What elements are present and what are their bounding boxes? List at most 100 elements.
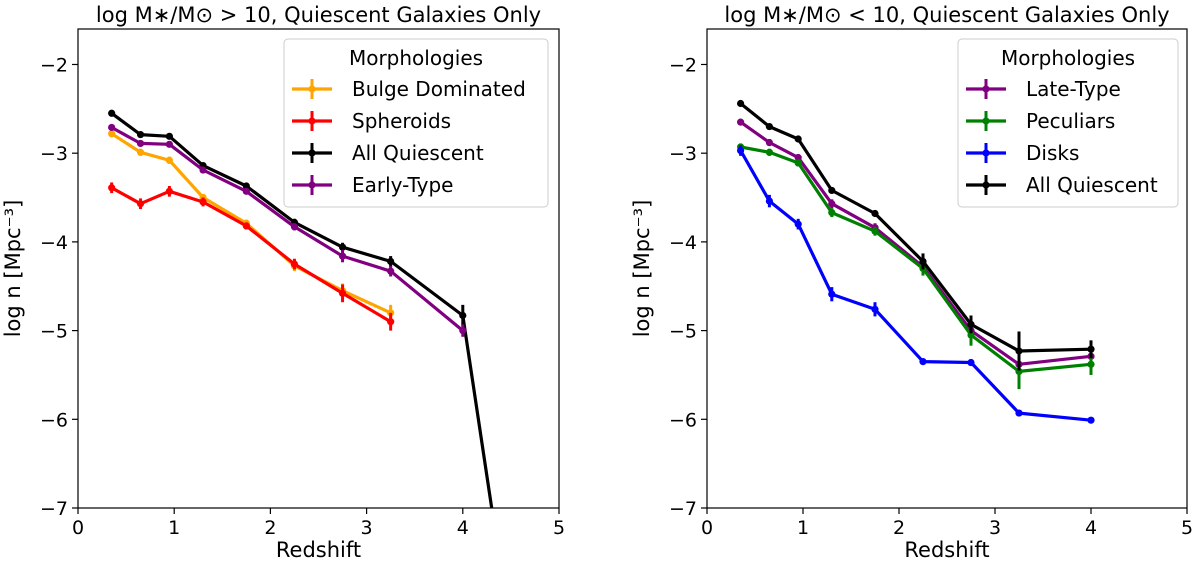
- panel-2-series-peculiars-point: [794, 159, 802, 167]
- panel-1-series-all-quiescent-point: [459, 311, 467, 320]
- panel-2-series-peculiars-point: [765, 148, 774, 156]
- panel-2-y-axis-title: log n [Mpc⁻³]: [630, 200, 654, 338]
- panel-1-x-axis-title: Redshift: [276, 538, 361, 562]
- panel-1-y-tick-label: −3: [40, 143, 68, 165]
- panel-2-series-peculiars-point: [1087, 360, 1095, 368]
- panel-1-series-early-type-point: [136, 139, 145, 148]
- panel-1-series-spheroids-point: [165, 187, 173, 195]
- panel-1-legend-item-bulge-dominated: Bulge Dominated: [292, 77, 526, 101]
- panel-2-legend-swatch-marker: [982, 149, 990, 157]
- panel-1-x-tick-label: 4: [457, 517, 469, 539]
- panel-2-legend-label: Disks: [1026, 141, 1079, 165]
- panel-1-x-tick-label: 2: [264, 517, 276, 539]
- panel-1-legend-label: Bulge Dominated: [352, 77, 526, 101]
- panel-2: 0 1 2 3 4 5 −7 −6 −5 −4 −3 −2 Redshift log n [Mpc⁻³] l…: [630, 3, 1193, 562]
- panel-2-x-tick-label: 0: [701, 517, 713, 539]
- panel-1-plot-area: [108, 109, 494, 508]
- panel-2-legend-frame: [957, 38, 1179, 208]
- panel-2-series-disks-point: [737, 146, 745, 155]
- panel-1-x-tick-label: 1: [168, 517, 180, 539]
- panel-2-y-tick-label: −2: [669, 54, 697, 76]
- panel-1-series-all-quiescent-point: [338, 243, 347, 251]
- panel-2-x-tick-label: 1: [797, 517, 809, 539]
- panel-2-legend-swatch-marker: [982, 85, 990, 93]
- panel-2-x-axis-title: Redshift: [904, 538, 989, 562]
- panel-1-series-early-type-point: [338, 252, 347, 260]
- panel-2-series-all-quiescent-point: [1015, 347, 1023, 355]
- panel-2-series-disks-point: [1087, 416, 1095, 424]
- panel-2-legend-label: Peculiars: [1026, 109, 1115, 133]
- panel-1-series-bulge-dominated-line: [110, 132, 392, 315]
- panel-1-series-all-quiescent-point: [165, 132, 173, 140]
- panel-1-legend-swatch-marker: [308, 85, 316, 93]
- panel-2-series-all-quiescent-point: [765, 122, 774, 131]
- panel-1-legend-swatch-marker: [308, 149, 316, 157]
- panel-2-series-peculiars-point: [967, 331, 975, 339]
- panel-2-legend-swatch-marker: [982, 181, 990, 189]
- panel-2-axes-frame: [706, 28, 1188, 509]
- panel-2-legend: Morphologies Late-Type Peculiars Disks All Q…: [957, 38, 1179, 208]
- panel-2-x-tick-label: 5: [1181, 517, 1193, 539]
- panel-2-y-tick-label: −3: [669, 143, 697, 165]
- panel-1-series-early-type-point: [165, 140, 173, 148]
- panel-2-series-disks-point: [1015, 409, 1023, 417]
- panel-2-legend-swatch-marker: [982, 117, 990, 125]
- panel-2-series-disks-point: [919, 358, 927, 366]
- panel-1-series-bulge-dominated-point: [165, 156, 173, 164]
- panel-2-y-tick-label: −5: [669, 321, 697, 343]
- panel-1-title: log M∗/M⊙ > 10, Quiescent Galaxies Only: [96, 3, 541, 27]
- panel-2-series-all-quiescent-point: [828, 186, 836, 195]
- panel-2-series-disks: [737, 145, 1095, 424]
- panel-2-title: log M∗/M⊙ < 10, Quiescent Galaxies Only: [724, 3, 1169, 27]
- panel-1-series-spheroids-point: [242, 222, 250, 230]
- panel-2-series-late-type-point: [737, 118, 745, 126]
- panel-1-y-tick-label: −6: [40, 409, 68, 431]
- panel-1-axes-frame: [77, 28, 560, 509]
- panel-1-legend-frame: [283, 38, 549, 208]
- panel-1-series-early-type-point: [108, 123, 116, 132]
- panel-1-series-all-quiescent-point: [136, 130, 145, 139]
- panel-2-series-all-quiescent-point: [967, 320, 975, 328]
- panel-1: 0 1 2 3 4 5 −7 −6 −5 −4 −3 −2 Redshift log n [Mpc⁻³] l…: [1, 3, 565, 562]
- panel-1-y-tick-label: −5: [40, 321, 68, 343]
- panel-2-y-tick-label: −6: [669, 409, 697, 431]
- panel-1-series-all-quiescent-point: [387, 257, 395, 266]
- panel-1-series-spheroids: [108, 182, 395, 331]
- panel-1-series-spheroids-point: [136, 200, 145, 208]
- panel-1-legend-label: Spheroids: [352, 109, 451, 133]
- panel-2-x-tick-label: 2: [893, 517, 905, 539]
- panel-2-legend-label: All Quiescent: [1026, 173, 1158, 197]
- panel-1-series-spheroids-point: [338, 289, 347, 297]
- panel-1-series-early-type-point: [387, 267, 395, 275]
- panel-2-y-tick-label: −4: [669, 232, 697, 254]
- panel-1-legend-swatch-marker: [308, 117, 316, 125]
- panel-2-series-disks-point: [794, 220, 802, 228]
- panel-2-series-late-type-point: [765, 138, 774, 147]
- panel-1-series-all-quiescent-point: [242, 182, 250, 190]
- panel-2-series-peculiars-point: [828, 209, 836, 217]
- panel-1-series-all-quiescent-point: [108, 109, 116, 117]
- panel-1-legend-label: All Quiescent: [352, 141, 484, 165]
- panel-1-series-spheroids-point: [387, 318, 395, 326]
- panel-2-legend-item-all-quiescent: All Quiescent: [966, 173, 1158, 197]
- panel-1-legend-item-all-quiescent: All Quiescent: [292, 141, 484, 165]
- panel-2-series-all-quiescent-point: [919, 257, 927, 266]
- panel-2-legend-item-late-type: Late-Type: [966, 77, 1121, 101]
- panel-1-series-early-type-point: [199, 166, 207, 174]
- panel-2-series-all-quiescent-point: [1087, 345, 1095, 353]
- panel-1-y-tick-label: −7: [40, 498, 68, 520]
- panel-1-legend-title: Morphologies: [349, 46, 483, 70]
- panel-2-series-disks-point: [828, 290, 836, 298]
- panel-2-x-tick-label: 4: [1085, 517, 1097, 539]
- panel-1-series-spheroids-point: [290, 260, 299, 268]
- panel-1-series-spheroids-point: [199, 198, 207, 206]
- panel-1-series-spheroids-line: [110, 186, 392, 324]
- panel-1-series-early-type-point: [242, 187, 250, 195]
- panel-1-series-early-type-point: [459, 326, 467, 335]
- panel-2-legend-item-disks: Disks: [966, 141, 1079, 165]
- panel-2-series-disks-point: [967, 358, 975, 367]
- panel-1-x-tick-label: 5: [553, 517, 565, 539]
- panel-1-series-bulge-dominated-point: [136, 148, 145, 156]
- panel-1-x-tick-label: 0: [72, 517, 84, 539]
